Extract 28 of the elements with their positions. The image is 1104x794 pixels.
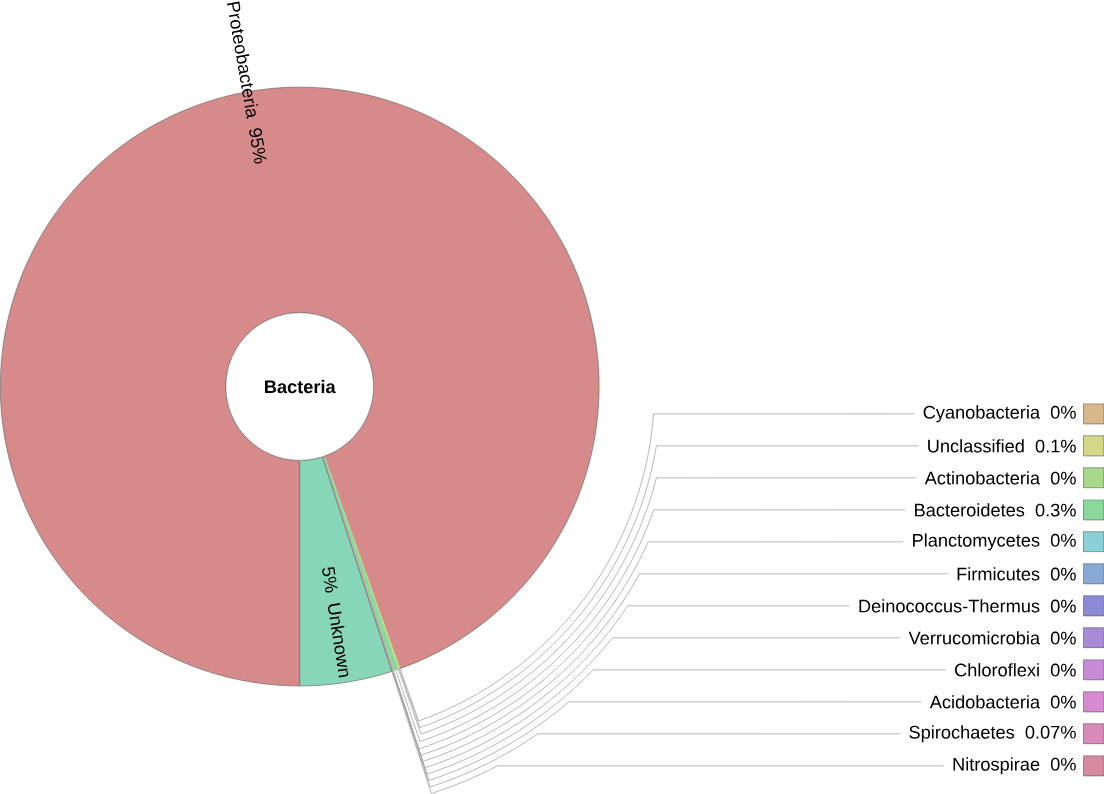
text: 0% — [1050, 757, 1076, 771]
data-label: 0.3% — [1035, 503, 1076, 517]
text: 0% — [1050, 599, 1076, 613]
slice-label: Spirochaetes — [909, 725, 1015, 743]
legend-label: Verrucomicrobia — [908, 631, 1041, 645]
legend-label: Acidobacteria — [929, 695, 1041, 709]
data-label: 0.07% — [1025, 725, 1076, 739]
category-label: Chloroflexi — [955, 663, 1039, 677]
legend-label: Actinobacteria — [924, 471, 1041, 485]
text: 0% — [1050, 695, 1076, 709]
text: 0% — [1050, 663, 1076, 677]
text: 0% — [1050, 471, 1076, 485]
legend-label: Cyanobacteria — [923, 405, 1041, 423]
slice-label: Unclassified — [928, 439, 1024, 453]
data-label: 95% — [249, 128, 267, 164]
data-label: 5% — [322, 567, 338, 593]
text: Bacteria — [265, 379, 336, 394]
data-label: 0.1% — [1035, 439, 1076, 453]
text: 0% — [1050, 567, 1076, 581]
category-label: Firmicutes — [957, 567, 1040, 581]
slice-label: Unknown — [328, 603, 349, 678]
category-label: Nitrospirae — [953, 757, 1040, 775]
slice-label: Bacteroidetes — [915, 503, 1025, 517]
text: 0% — [1050, 533, 1076, 547]
category-label: Planctomycetes — [913, 533, 1040, 551]
text: 0% — [1050, 405, 1076, 419]
category-label: Deinococcus-Thermus — [859, 599, 1040, 613]
text: 0% — [1050, 631, 1076, 645]
